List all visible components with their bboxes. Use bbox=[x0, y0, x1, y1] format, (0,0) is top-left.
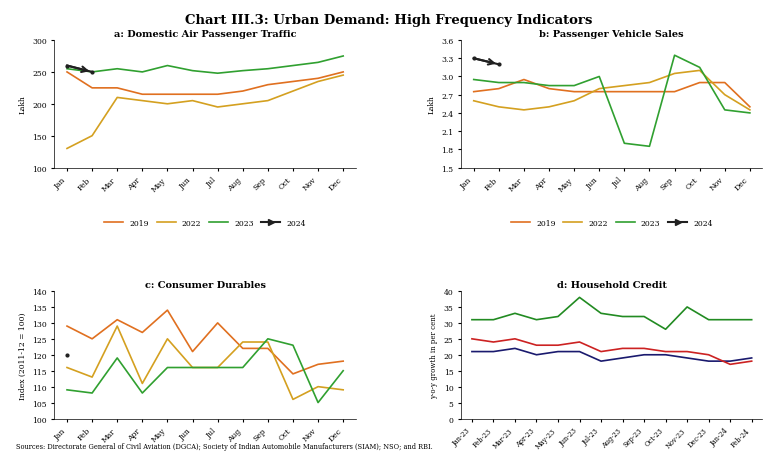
Title: c: Consumer Durables: c: Consumer Durables bbox=[145, 280, 265, 289]
Title: d: Household Credit: d: Household Credit bbox=[557, 280, 667, 289]
Title: b: Passenger Vehicle Sales: b: Passenger Vehicle Sales bbox=[539, 30, 684, 39]
Title: a: Domestic Air Passenger Traffic: a: Domestic Air Passenger Traffic bbox=[114, 30, 296, 39]
Legend: 2019, 2022, 2023, 2024: 2019, 2022, 2023, 2024 bbox=[508, 217, 716, 231]
Y-axis label: Index (2011-12 = 100): Index (2011-12 = 100) bbox=[19, 311, 26, 399]
Legend: 2019, 2022, 2023, 2024: 2019, 2022, 2023, 2024 bbox=[101, 217, 309, 231]
Y-axis label: y-o-y growth in per cent: y-o-y growth in per cent bbox=[430, 312, 438, 398]
Text: Chart III.3: Urban Demand: High Frequency Indicators: Chart III.3: Urban Demand: High Frequenc… bbox=[185, 14, 593, 27]
Y-axis label: Lakh: Lakh bbox=[19, 95, 26, 114]
Text: Sources: Directorate General of Civil Aviation (DGCA); Society of Indian Automob: Sources: Directorate General of Civil Av… bbox=[16, 442, 433, 450]
Y-axis label: Lakh: Lakh bbox=[428, 95, 436, 114]
